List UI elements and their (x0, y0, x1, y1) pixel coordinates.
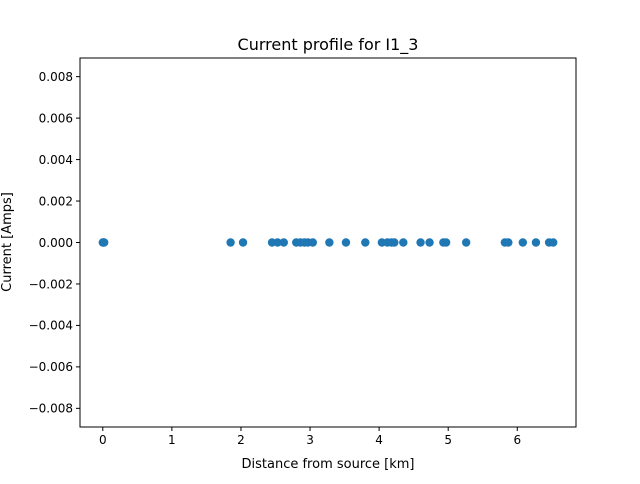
data-point (279, 238, 288, 247)
data-points (98, 238, 558, 247)
data-point (504, 238, 513, 247)
x-tick-label: 6 (513, 433, 521, 447)
x-tick-label: 1 (168, 433, 176, 447)
chart-title: Current profile for I1_3 (238, 35, 419, 55)
y-tick-label: 0.000 (39, 236, 73, 250)
data-point (416, 238, 425, 247)
y-tick-label: −0.008 (29, 402, 73, 416)
y-tick-label: 0.004 (39, 153, 73, 167)
y-axis-label: Current [Amps] (0, 192, 15, 292)
x-axis-label: Distance from source [km] (242, 457, 415, 472)
data-point (361, 238, 370, 247)
x-tick-label: 4 (375, 433, 383, 447)
data-point (425, 238, 434, 247)
data-point (461, 238, 471, 247)
data-point (99, 238, 109, 247)
data-point (273, 238, 282, 247)
y-tick-label: 0.008 (39, 70, 73, 84)
data-point (226, 238, 235, 247)
data-point (325, 238, 334, 247)
data-point (238, 238, 248, 247)
y-tick-label: 0.002 (39, 194, 73, 208)
y-tick-label: −0.006 (29, 360, 73, 374)
data-point (518, 238, 528, 247)
y-tick-label: −0.002 (29, 277, 73, 291)
plot-frame (79, 57, 577, 428)
x-tick-label: 3 (306, 433, 314, 447)
y-tick-label: −0.004 (29, 319, 73, 333)
data-point (308, 238, 317, 247)
x-tick-label: 0 (99, 433, 107, 447)
x-tick-label: 2 (237, 433, 245, 447)
data-point (341, 238, 351, 247)
data-point (390, 238, 399, 247)
data-point (441, 238, 451, 247)
data-point (549, 238, 558, 247)
x-tick-label: 5 (444, 433, 452, 447)
y-axis-ticks: 0.008 0.006 0.004 0.002 0.000 −0.002 −0.004 −0.… (29, 70, 80, 416)
x-axis-ticks: 0 1 2 3 4 5 6 (99, 427, 521, 447)
data-point (531, 238, 541, 247)
y-tick-label: 0.006 (39, 111, 73, 125)
data-point (399, 238, 408, 247)
